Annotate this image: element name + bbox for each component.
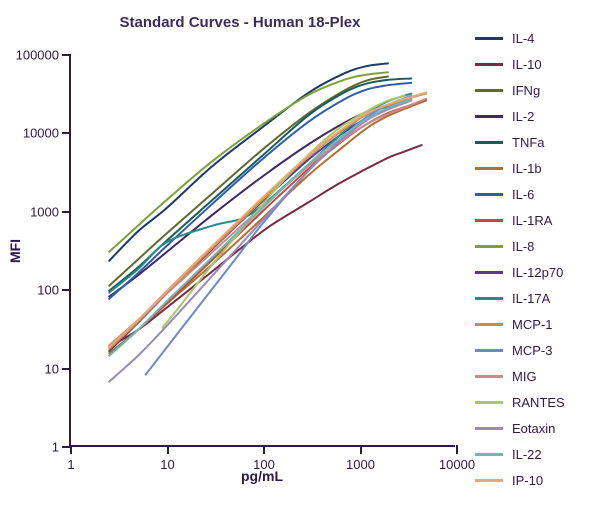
legend-item: IL-17A: [475, 285, 603, 311]
series-line: [109, 99, 426, 346]
legend-swatch: [475, 349, 503, 352]
legend-swatch: [475, 167, 503, 170]
x-tick-label: 1: [67, 445, 74, 472]
legend-item: Eotaxin: [475, 415, 603, 441]
plot-area: 110100100010000100000110100100010000: [69, 55, 455, 447]
y-tick-label: 10: [45, 361, 71, 376]
legend-label: IL-2: [512, 109, 534, 124]
legend-item: MIG: [475, 363, 603, 389]
legend-label: Eotaxin: [512, 421, 555, 436]
legend-label: IFNg: [512, 83, 540, 98]
legend-swatch: [475, 323, 503, 326]
legend-swatch: [475, 193, 503, 196]
series-line: [109, 93, 426, 348]
legend-swatch: [475, 37, 503, 40]
legend-swatch: [475, 297, 503, 300]
legend: IL-4 IL-10 IFNg IL-2 TNFa IL-1b IL-6 IL-1RA IL-8…: [475, 25, 603, 493]
legend-label: IL-1b: [512, 161, 542, 176]
curves-svg: [71, 55, 455, 445]
y-axis-title: MFI: [7, 239, 23, 263]
legend-item: IP-10: [475, 467, 603, 493]
legend-item: IL-8: [475, 233, 603, 259]
y-tick-label: 100: [37, 283, 71, 298]
legend-swatch: [475, 245, 503, 248]
legend-swatch: [475, 401, 503, 404]
legend-item: IL-12p70: [475, 259, 603, 285]
y-tick-label: 10000: [23, 126, 71, 141]
legend-item: IL-2: [475, 103, 603, 129]
legend-label: MCP-1: [512, 317, 552, 332]
x-tick-label: 10000: [439, 445, 475, 472]
legend-swatch: [475, 141, 503, 144]
legend-item: IL-1RA: [475, 207, 603, 233]
chart-title: Standard Curves - Human 18-Plex: [0, 14, 480, 31]
legend-label: RANTES: [512, 395, 565, 410]
legend-label: IL-1RA: [512, 213, 552, 228]
legend-label: IP-10: [512, 473, 543, 488]
legend-swatch: [475, 375, 503, 378]
y-tick-label: 100000: [16, 48, 71, 63]
legend-label: MCP-3: [512, 343, 552, 358]
legend-label: IL-22: [512, 447, 542, 462]
chart-figure: Standard Curves - Human 18-Plex MFI pg/m…: [0, 0, 608, 513]
legend-swatch: [475, 89, 503, 92]
legend-item: RANTES: [475, 389, 603, 415]
legend-swatch: [475, 453, 503, 456]
legend-item: TNFa: [475, 129, 603, 155]
legend-item: IL-4: [475, 25, 603, 51]
legend-label: IL-4: [512, 31, 534, 46]
legend-item: IFNg: [475, 77, 603, 103]
legend-swatch: [475, 63, 503, 66]
x-tick-label: 100: [253, 445, 275, 472]
legend-label: IL-6: [512, 187, 534, 202]
y-tick-label: 1000: [30, 204, 71, 219]
legend-swatch: [475, 479, 503, 482]
legend-item: IL-10: [475, 51, 603, 77]
legend-label: IL-10: [512, 57, 542, 72]
x-tick-label: 1000: [346, 445, 375, 472]
legend-label: MIG: [512, 369, 537, 384]
legend-swatch: [475, 115, 503, 118]
legend-item: MCP-3: [475, 337, 603, 363]
legend-swatch: [475, 219, 503, 222]
legend-swatch: [475, 271, 503, 274]
legend-label: TNFa: [512, 135, 545, 150]
legend-item: IL-1b: [475, 155, 603, 181]
legend-label: IL-17A: [512, 291, 550, 306]
series-line: [109, 78, 411, 290]
legend-item: MCP-1: [475, 311, 603, 337]
legend-item: IL-22: [475, 441, 603, 467]
series-line: [109, 101, 411, 382]
legend-item: IL-6: [475, 181, 603, 207]
x-tick-label: 10: [160, 445, 174, 472]
legend-label: IL-8: [512, 239, 534, 254]
legend-label: IL-12p70: [512, 265, 563, 280]
legend-swatch: [475, 427, 503, 430]
